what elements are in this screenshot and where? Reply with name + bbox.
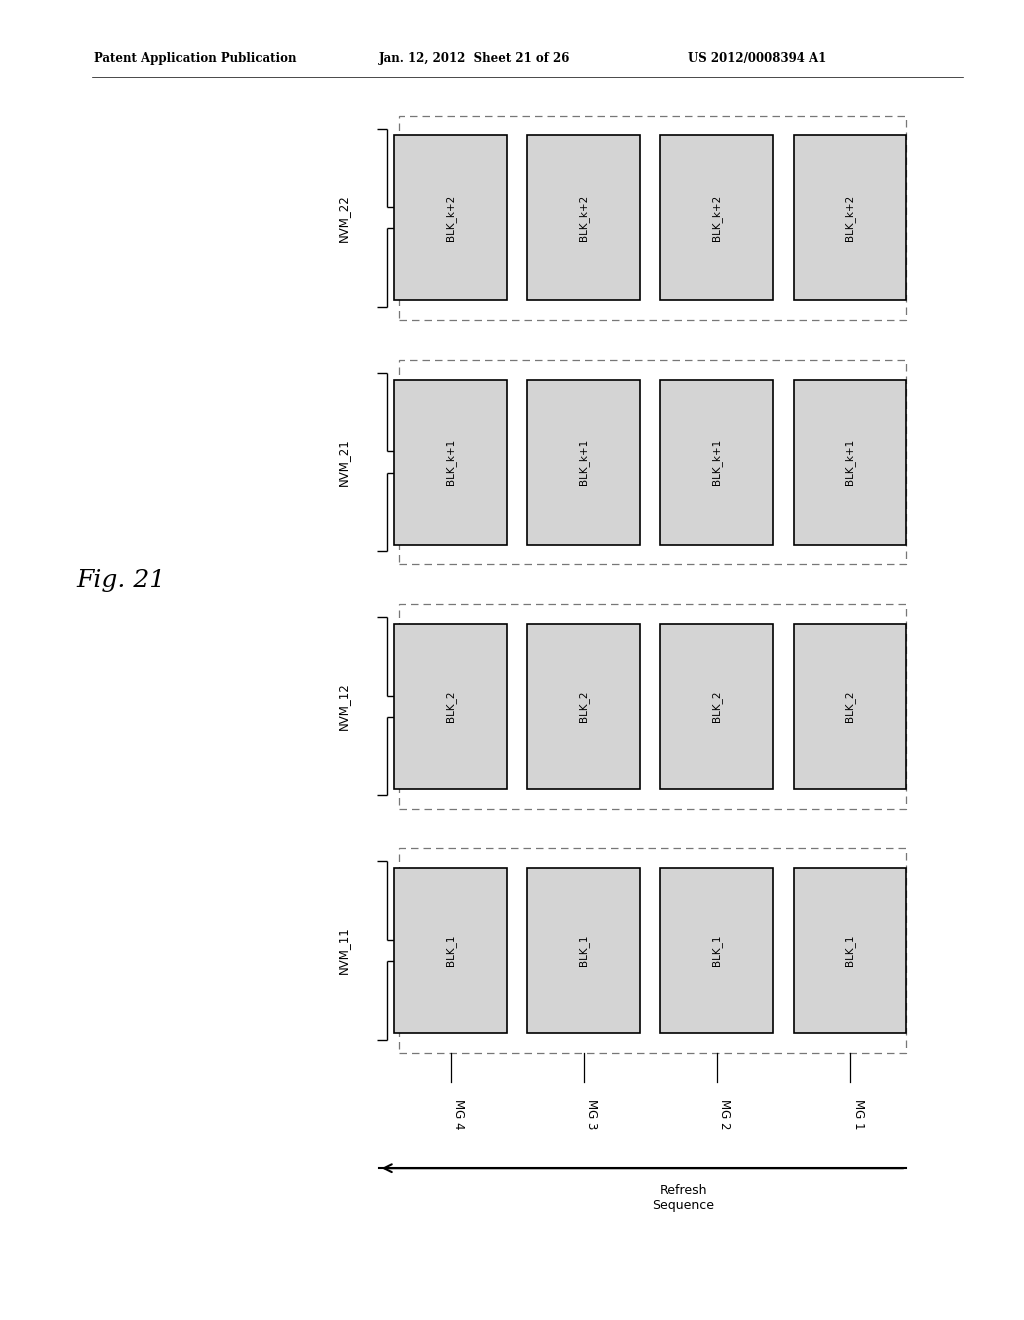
Text: BLK_1: BLK_1 bbox=[845, 935, 855, 966]
Text: MG 2: MG 2 bbox=[719, 1098, 731, 1130]
Bar bbox=[399, 605, 906, 808]
Text: Jan. 12, 2012  Sheet 21 of 26: Jan. 12, 2012 Sheet 21 of 26 bbox=[379, 51, 570, 65]
Text: NVM_22: NVM_22 bbox=[337, 194, 349, 242]
Bar bbox=[394, 869, 507, 1032]
Bar bbox=[660, 869, 773, 1032]
Text: MG 3: MG 3 bbox=[586, 1098, 598, 1130]
Text: BLK_2: BLK_2 bbox=[712, 690, 722, 722]
Bar bbox=[794, 136, 906, 301]
Bar bbox=[527, 136, 640, 301]
Text: NVM_12: NVM_12 bbox=[337, 682, 349, 730]
Bar bbox=[394, 623, 507, 788]
Text: BLK_k+2: BLK_k+2 bbox=[712, 194, 722, 242]
Bar bbox=[794, 623, 906, 788]
Text: NVM_21: NVM_21 bbox=[337, 438, 349, 486]
Text: BLK_k+1: BLK_k+1 bbox=[445, 438, 456, 486]
Bar bbox=[394, 380, 507, 544]
Text: BLK_k+1: BLK_k+1 bbox=[712, 438, 722, 486]
Text: BLK_2: BLK_2 bbox=[579, 690, 589, 722]
Bar bbox=[660, 136, 773, 301]
Text: NVM_11: NVM_11 bbox=[337, 927, 349, 974]
Text: BLK_2: BLK_2 bbox=[445, 690, 456, 722]
Text: BLK_k+1: BLK_k+1 bbox=[579, 438, 589, 486]
Text: MG 1: MG 1 bbox=[852, 1098, 864, 1130]
Text: MG 4: MG 4 bbox=[453, 1098, 465, 1130]
Text: BLK_k+2: BLK_k+2 bbox=[579, 194, 589, 242]
Text: BLK_2: BLK_2 bbox=[845, 690, 855, 722]
Text: BLK_1: BLK_1 bbox=[579, 935, 589, 966]
Text: BLK_k+1: BLK_k+1 bbox=[845, 438, 855, 486]
Bar bbox=[399, 359, 906, 565]
Bar bbox=[394, 136, 507, 301]
Text: BLK_1: BLK_1 bbox=[712, 935, 722, 966]
Text: BLK_1: BLK_1 bbox=[445, 935, 456, 966]
Bar bbox=[399, 847, 906, 1053]
Bar bbox=[794, 869, 906, 1032]
Text: BLK_k+2: BLK_k+2 bbox=[845, 194, 855, 242]
Bar bbox=[399, 116, 906, 321]
Bar bbox=[527, 380, 640, 544]
Text: BLK_k+2: BLK_k+2 bbox=[445, 194, 456, 242]
Text: Refresh
Sequence: Refresh Sequence bbox=[652, 1184, 715, 1212]
Text: US 2012/0008394 A1: US 2012/0008394 A1 bbox=[688, 51, 826, 65]
Bar bbox=[794, 380, 906, 544]
Bar bbox=[660, 380, 773, 544]
Bar bbox=[527, 869, 640, 1032]
Text: Fig. 21: Fig. 21 bbox=[77, 569, 166, 593]
Bar bbox=[527, 623, 640, 788]
Text: Patent Application Publication: Patent Application Publication bbox=[94, 51, 297, 65]
Bar bbox=[660, 623, 773, 788]
